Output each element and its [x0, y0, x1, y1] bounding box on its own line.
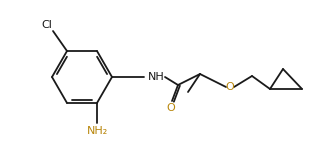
Text: Cl: Cl	[41, 20, 52, 30]
Text: O: O	[226, 82, 234, 92]
Text: NH₂: NH₂	[86, 126, 108, 136]
Text: O: O	[167, 103, 175, 113]
Text: NH: NH	[148, 72, 165, 82]
